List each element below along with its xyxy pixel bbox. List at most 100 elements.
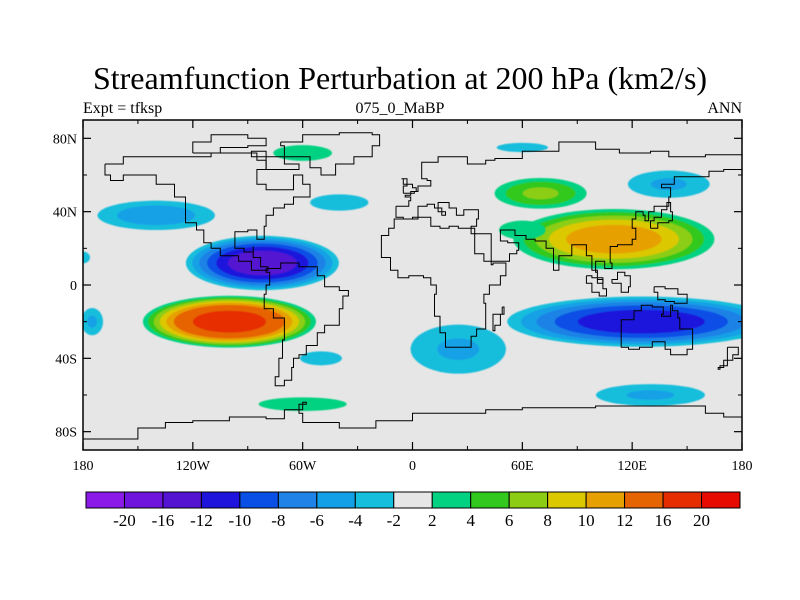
contour-band <box>87 315 97 328</box>
colorbar-box <box>354 491 395 509</box>
colorbar-box <box>585 491 626 509</box>
anomaly-asian-monsoon-high <box>513 209 715 270</box>
colorbar-label: -10 <box>229 511 252 530</box>
colorbar-box <box>547 491 587 509</box>
colorbar-box <box>123 491 164 509</box>
colorbar-box <box>200 491 241 509</box>
contour-band <box>83 251 90 264</box>
colorbar-label: 6 <box>505 511 514 530</box>
colorbar-label: -20 <box>113 511 136 530</box>
contour-band <box>577 309 705 334</box>
y-tick-label: 80N <box>53 132 77 147</box>
anomaly-east-pacific-low-south <box>83 308 104 336</box>
coastline-arctic-archipelago <box>192 134 267 154</box>
coastline-borneo <box>611 271 631 293</box>
coastline-north-america <box>104 152 311 271</box>
colorbar-label: -4 <box>348 511 363 530</box>
colorbar-label: -8 <box>271 511 285 530</box>
contour-field <box>83 142 742 412</box>
anomaly-north-pacific-extension-low <box>97 200 215 231</box>
colorbar-label: -2 <box>387 511 401 530</box>
colorbar-box <box>162 491 202 509</box>
contour-band <box>300 351 342 366</box>
contour-band <box>496 142 548 153</box>
anomaly-southern-ocean-low <box>595 384 705 406</box>
experiment-label: Expt = tfksp <box>83 100 163 117</box>
anomaly-east-asia-ridge <box>499 220 546 240</box>
coastline-antarctica <box>83 401 742 440</box>
contour-band <box>499 220 546 240</box>
colorbar-box <box>316 491 356 509</box>
colorbar-label: 8 <box>543 511 552 530</box>
anomaly-north-atlantic-low <box>310 194 369 211</box>
anomaly-arctic-low <box>496 142 548 153</box>
coastline-japan <box>650 202 673 229</box>
colorbar-box <box>239 491 279 509</box>
y-tick-label: 80S <box>55 426 77 441</box>
coastline-madagascar <box>492 306 505 332</box>
colorbar: -20 -16 -12 -10 -8 -6 -4 -2 2 4 6 8 10 12 16 20 <box>85 491 741 530</box>
colorbar-label: -16 <box>152 511 175 530</box>
colorbar-label: 2 <box>428 511 437 530</box>
anomaly-south-pacific-subtropical-low <box>300 351 342 366</box>
y-tick-label: 40S <box>55 352 77 367</box>
anomaly-central-asia-high <box>494 177 587 209</box>
colorbar-label: -12 <box>190 511 213 530</box>
anomaly-greenland-high <box>273 145 333 161</box>
colorbar-label: 12 <box>616 511 633 530</box>
contour-band <box>522 187 559 200</box>
coastlines <box>83 132 742 440</box>
colorbar-box <box>624 491 664 509</box>
anomaly-west-pacific-low-north <box>83 251 90 264</box>
coastline-great-britain <box>401 178 417 194</box>
coastline-baffin-island <box>250 150 300 170</box>
axes: 180 120W 60W 0 60E 120E 180 80N 40N 0 40S 80S <box>53 120 753 474</box>
contour-band <box>310 194 369 211</box>
coastline-greenland <box>280 132 381 176</box>
x-tick-label: 180 <box>73 459 94 474</box>
colorbar-box <box>662 491 703 509</box>
coastline-new-zealand <box>717 346 739 370</box>
colorbar-label: 4 <box>466 511 475 530</box>
coastline-south-america <box>263 262 349 387</box>
y-tick-label: 40N <box>53 206 77 221</box>
colorbar-box <box>393 491 433 509</box>
colorbar-label: -6 <box>310 511 324 530</box>
x-tick-label: 60E <box>511 459 534 474</box>
anomaly-south-indian-ocean-low <box>507 296 742 347</box>
x-tick-label: 0 <box>409 459 416 474</box>
contour-band <box>566 224 662 254</box>
colorbar-box <box>277 491 318 509</box>
x-tick-label: 60W <box>289 459 317 474</box>
contour-band <box>273 145 333 161</box>
x-tick-label: 120E <box>617 459 647 474</box>
x-tick-label: 180 <box>732 459 753 474</box>
colorbar-box <box>470 491 510 509</box>
coastline-africa <box>380 216 507 348</box>
colorbar-box <box>701 491 741 509</box>
anomaly-subtropical-south-pacific-high <box>142 295 317 348</box>
season-label: ANN <box>707 100 742 117</box>
anomaly-central-east-pacific-low <box>185 235 339 291</box>
y-tick-label: 0 <box>70 279 77 294</box>
contour-band <box>227 250 297 276</box>
contour-band <box>192 310 267 333</box>
colorbar-box <box>431 491 472 509</box>
colorbar-box <box>85 491 125 509</box>
colorbar-label: 20 <box>693 511 710 530</box>
anomaly-south-atlantic-low <box>410 324 506 374</box>
contour-band <box>437 338 480 360</box>
coastline-new-guinea <box>653 286 688 304</box>
contour-band <box>117 205 196 226</box>
coastline-eurasia <box>395 141 742 284</box>
colorbar-label: 10 <box>578 511 595 530</box>
colorbar-label: 16 <box>655 511 672 530</box>
chart-title: Streamfunction Perturbation at 200 hPa (… <box>92 60 708 96</box>
case-label: 075_0_MaBP <box>355 100 445 117</box>
x-tick-label: 120W <box>176 459 211 474</box>
contour-band <box>626 390 675 400</box>
coastline-australia <box>620 304 694 356</box>
colorbar-box <box>508 491 549 509</box>
coastline-sumatra <box>585 275 607 297</box>
